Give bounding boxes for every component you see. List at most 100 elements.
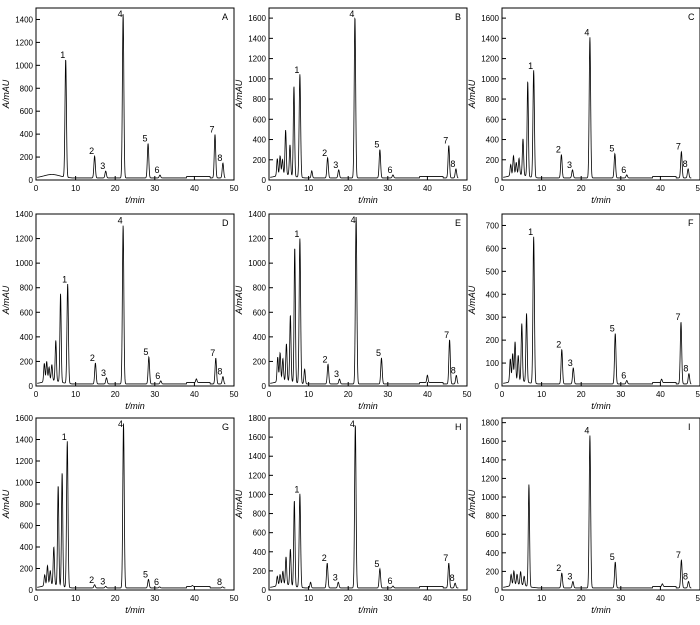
- peak-label: 2: [90, 353, 95, 363]
- chromatogram-trace: [270, 217, 459, 385]
- panel-letter: D: [222, 218, 229, 228]
- panel-letter: F: [688, 218, 694, 228]
- y-tick-label: 0: [29, 382, 34, 391]
- chart-panel-f: 010203040500100200300400500600700t/minA/…: [467, 213, 700, 411]
- y-tick-label: 0: [495, 382, 500, 391]
- y-tick-label: 1000: [481, 75, 499, 84]
- panel-letter: E: [455, 218, 461, 228]
- peak-label: 4: [118, 419, 123, 429]
- x-axis-title: t/min: [358, 195, 378, 205]
- x-tick-label: 10: [537, 184, 546, 193]
- y-tick-label: 200: [486, 567, 500, 576]
- y-tick-label: 1600: [481, 437, 499, 446]
- y-tick-label: 600: [486, 244, 500, 253]
- y-tick-label: 800: [253, 95, 267, 104]
- peak-label: 8: [217, 153, 222, 163]
- x-tick-label: 40: [656, 184, 665, 193]
- peak-label: 1: [294, 65, 299, 75]
- y-axis-title: A/mAU: [1, 489, 11, 519]
- chart-panel-d: 0 10 20 30 40 50 0 200 400 600 800 1000 1200 1400 t/mi…: [1, 210, 239, 411]
- y-tick-label: 1800: [481, 419, 499, 428]
- peak-label: 1: [528, 61, 533, 71]
- x-tick-label: 30: [150, 594, 159, 603]
- peak-label: 7: [210, 348, 215, 358]
- peak-label: 1: [60, 50, 65, 60]
- x-tick-label: 40: [656, 390, 665, 399]
- y-tick-label: 400: [20, 543, 34, 552]
- y-tick-label: 1200: [15, 457, 33, 466]
- peak-label: 1: [294, 229, 299, 239]
- x-tick-label: 30: [383, 184, 392, 193]
- peak-label: 2: [322, 553, 327, 563]
- y-tick-label: 600: [20, 107, 34, 116]
- x-tick-label: 0: [500, 594, 505, 603]
- y-tick-label: 400: [20, 130, 34, 139]
- y-tick-label: 1000: [248, 490, 266, 499]
- y-tick-label: 1000: [248, 259, 266, 268]
- y-tick-label: 500: [486, 267, 500, 276]
- y-tick-label: 1200: [248, 235, 266, 244]
- x-tick-label: 20: [577, 390, 586, 399]
- y-tick-label: 1400: [481, 34, 499, 43]
- y-axis-title: A/mAU: [1, 285, 11, 315]
- peak-label: 8: [683, 159, 688, 169]
- peak-label: 7: [676, 142, 681, 152]
- peak-label: 3: [333, 572, 338, 582]
- x-tick-label: 0: [267, 594, 272, 603]
- x-tick-label: 40: [190, 390, 199, 399]
- panel-letter: H: [455, 422, 462, 432]
- x-tick-label: 10: [71, 184, 80, 193]
- x-axis-title: t/min: [125, 195, 145, 205]
- peak-label: 8: [683, 571, 688, 581]
- peak-label: 2: [556, 340, 561, 350]
- y-tick-label: 600: [20, 522, 34, 531]
- panel-letter: A: [222, 12, 228, 22]
- plot-frame: [501, 213, 700, 387]
- x-tick-label: 50: [463, 390, 472, 399]
- x-tick-label: 0: [267, 184, 272, 193]
- peak-label: 4: [584, 426, 589, 436]
- peak-label: 2: [322, 354, 327, 364]
- peak-label: 6: [621, 371, 626, 381]
- x-tick-label: 30: [383, 594, 392, 603]
- y-tick-label: 800: [20, 284, 34, 293]
- peak-label: 7: [443, 553, 448, 563]
- peak-label: 1: [62, 432, 67, 442]
- y-tick-label: 200: [20, 357, 34, 366]
- plot-frame: [35, 213, 235, 387]
- y-tick-label: 0: [29, 586, 34, 595]
- plot-frame: [35, 7, 235, 181]
- y-tick-label: 400: [486, 290, 500, 299]
- peak-label: 5: [376, 348, 381, 358]
- peak-label: 7: [676, 550, 681, 560]
- peak-label: 7: [209, 124, 214, 134]
- x-tick-label: 30: [150, 184, 159, 193]
- peak-label: 1: [62, 274, 67, 284]
- peak-label: 3: [100, 161, 105, 171]
- y-tick-label: 200: [486, 156, 500, 165]
- peak-label: 6: [155, 371, 160, 381]
- y-tick-label: 200: [486, 336, 500, 345]
- y-tick-label: 1200: [481, 474, 499, 483]
- y-tick-label: 1000: [15, 479, 33, 488]
- y-tick-label: 1600: [15, 414, 33, 423]
- peak-label: 2: [89, 575, 94, 585]
- x-tick-label: 10: [537, 594, 546, 603]
- peak-label: 5: [374, 559, 379, 569]
- y-tick-label: 1600: [248, 14, 266, 23]
- y-tick-label: 400: [253, 136, 267, 145]
- y-tick-label: 800: [253, 284, 267, 293]
- chart-panel-b: 0 10 20 30 40 50 0 200 400 600 800 1000 1200 1400 1600…: [234, 7, 472, 205]
- y-tick-label: 1200: [481, 55, 499, 64]
- y-tick-label: 400: [253, 548, 267, 557]
- y-tick-label: 800: [253, 510, 267, 519]
- x-tick-label: 20: [344, 184, 353, 193]
- x-tick-label: 50: [463, 594, 472, 603]
- x-tick-label: 50: [230, 594, 239, 603]
- peak-label: 4: [350, 419, 355, 429]
- x-tick-label: 10: [304, 594, 313, 603]
- y-tick-label: 200: [253, 357, 267, 366]
- y-tick-label: 1400: [248, 210, 266, 219]
- peak-label: 3: [567, 571, 572, 581]
